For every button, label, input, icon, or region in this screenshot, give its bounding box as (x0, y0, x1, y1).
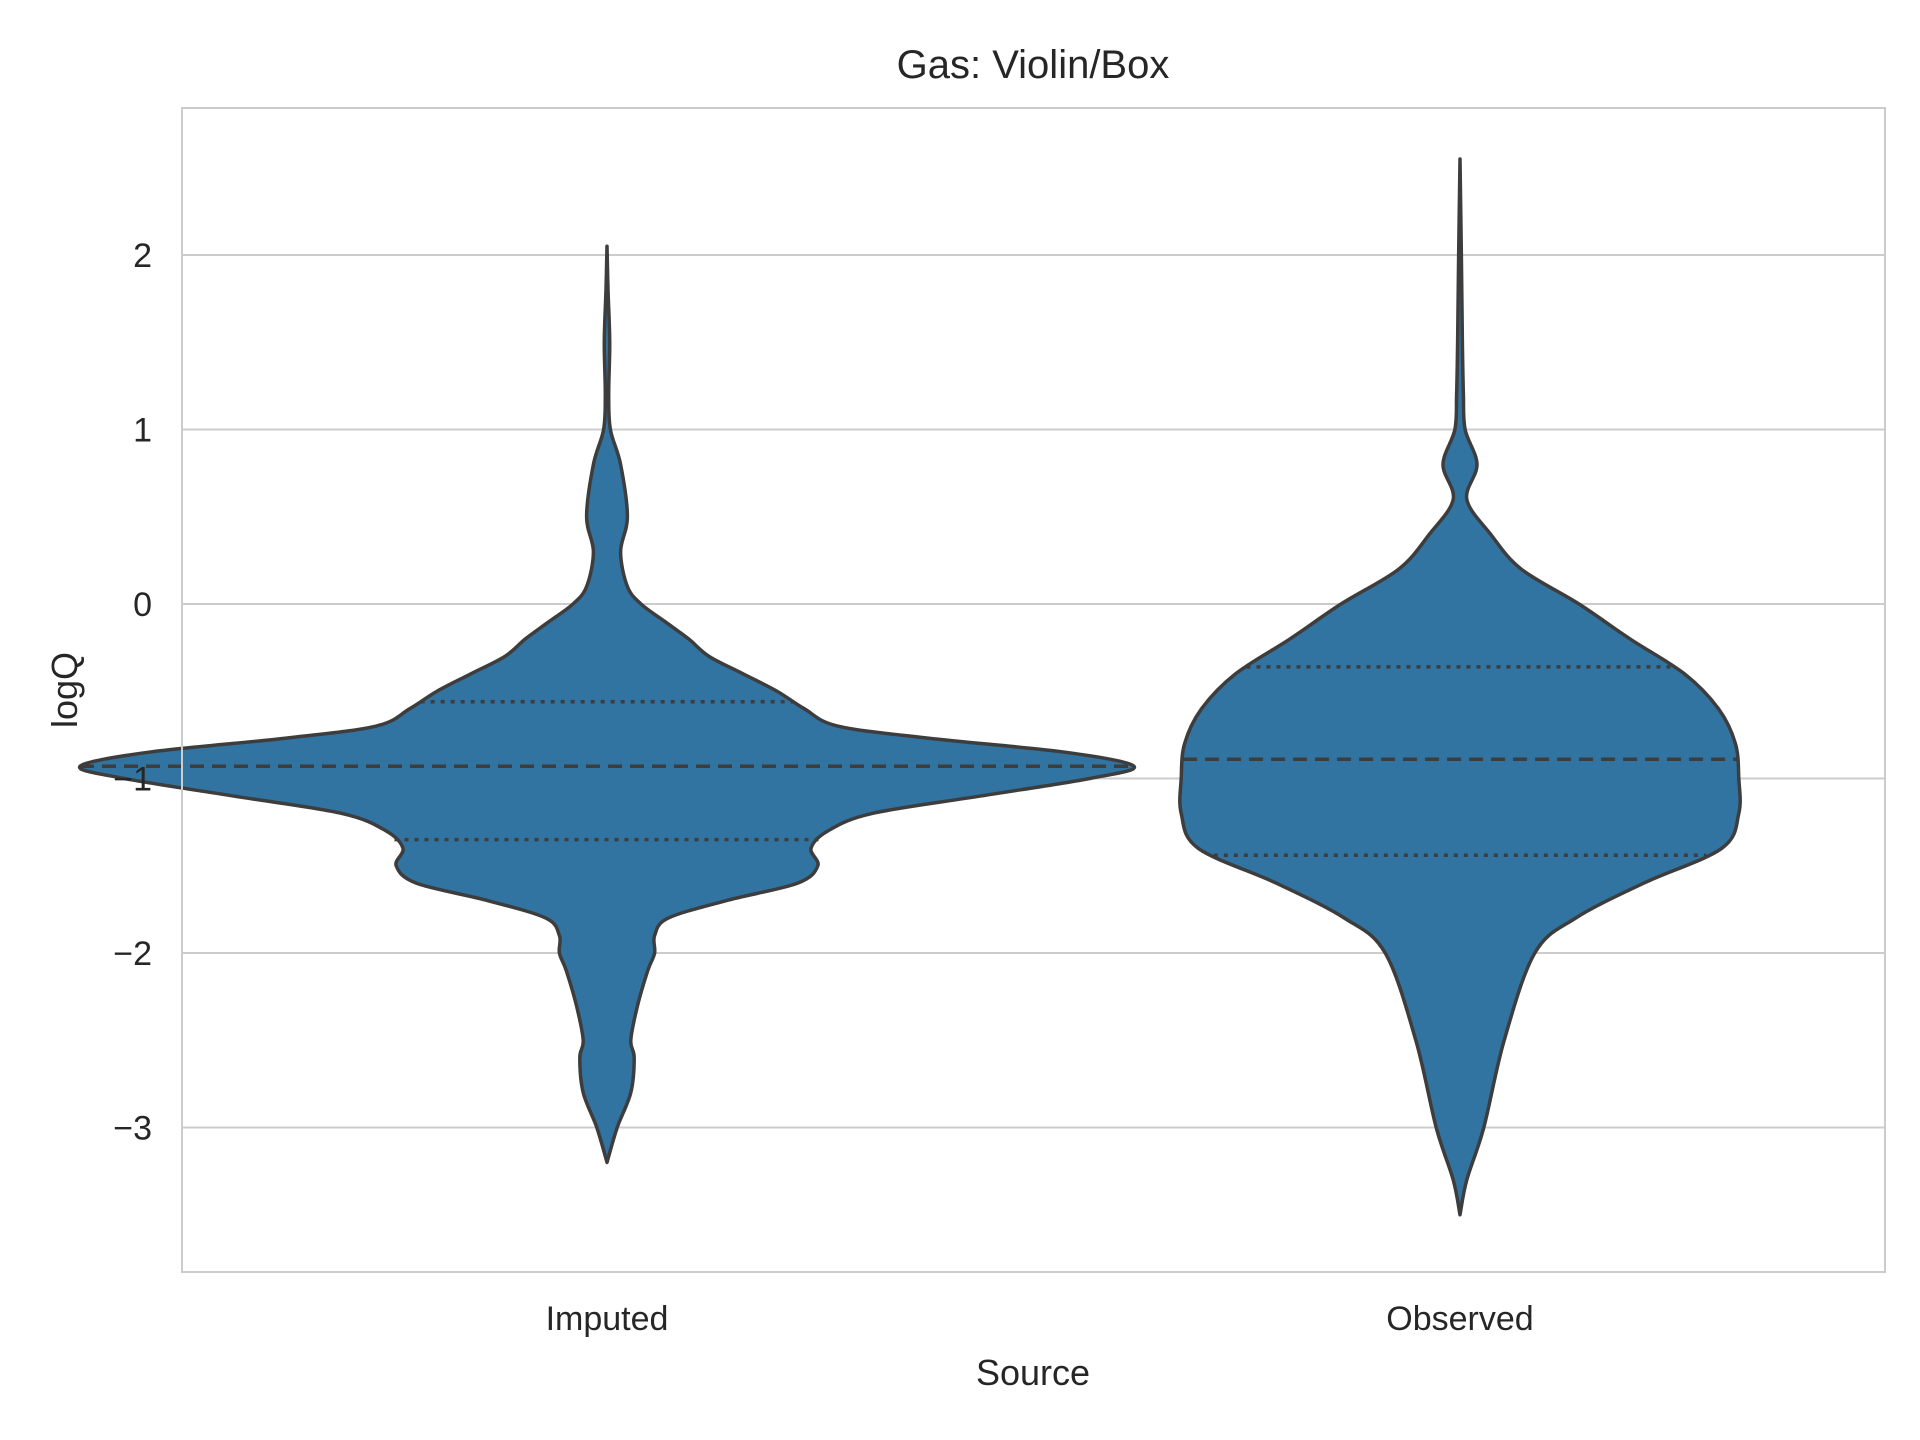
y-tick-label: −2 (113, 935, 152, 973)
x-axis-label: Source (976, 1352, 1090, 1393)
y-tick-label: 0 (133, 586, 152, 624)
y-tick-label: 1 (133, 412, 152, 450)
violin-body-imputed (77, 244, 1137, 1165)
plot-frame (181, 107, 1886, 1273)
violin-body-observed (1178, 157, 1742, 1217)
x-tick-label: Imputed (546, 1300, 669, 1338)
y-tick-label: −3 (113, 1110, 152, 1148)
tick-layer: −3 −2 −1 0 1 2 Imputed Observed (113, 237, 1533, 1338)
chart-title: Gas: Violin/Box (897, 43, 1170, 87)
y-axis-label: logQ (44, 652, 85, 728)
violin-layer (77, 157, 1742, 1217)
x-tick-label: Observed (1386, 1300, 1533, 1338)
y-tick-label: 2 (133, 237, 152, 275)
y-tick-label: −1 (113, 761, 152, 799)
